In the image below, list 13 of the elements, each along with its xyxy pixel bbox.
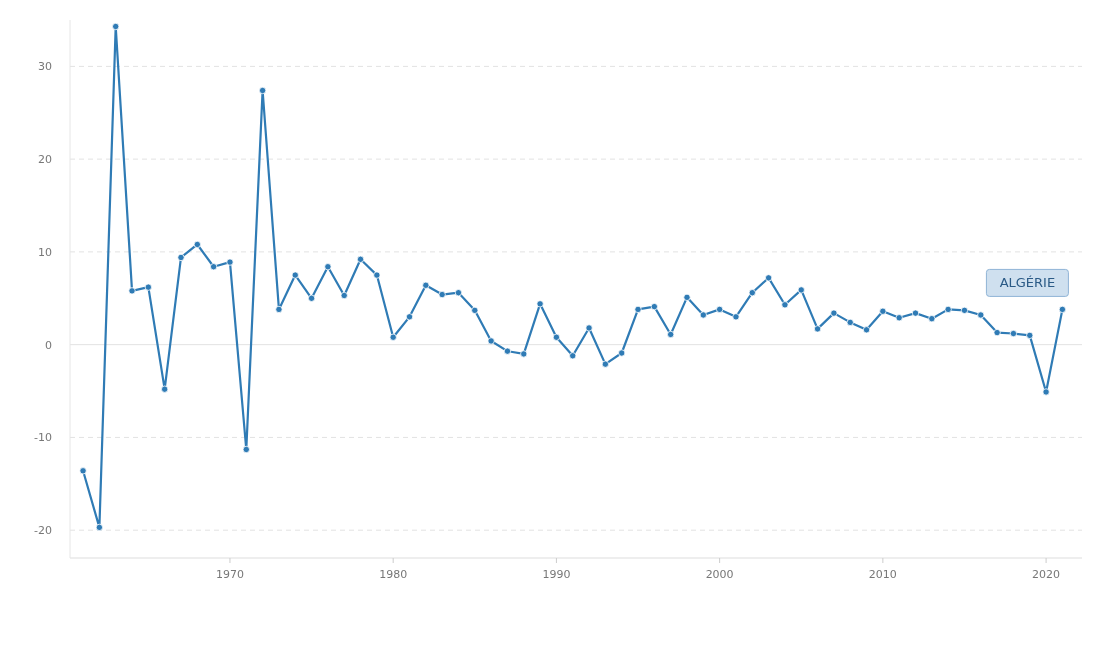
y-tick-label: 0 xyxy=(45,338,52,352)
x-tick-label: 1990 xyxy=(542,568,571,581)
y-tick-label: 20 xyxy=(38,153,52,167)
y-tick-label: -20 xyxy=(34,524,52,538)
y-tick-label: 10 xyxy=(38,245,52,259)
x-tick-label: 1970 xyxy=(215,568,244,581)
x-tick-label: 2010 xyxy=(868,568,897,581)
series-label: ALGÉRIE xyxy=(999,275,1056,291)
x-tick-label: 2000 xyxy=(705,568,734,581)
y-tick-label: 30 xyxy=(38,60,52,74)
x-tick-label: 1980 xyxy=(379,568,408,581)
x-tick-label: 2020 xyxy=(1032,568,1061,581)
y-tick-label: -10 xyxy=(34,431,52,445)
